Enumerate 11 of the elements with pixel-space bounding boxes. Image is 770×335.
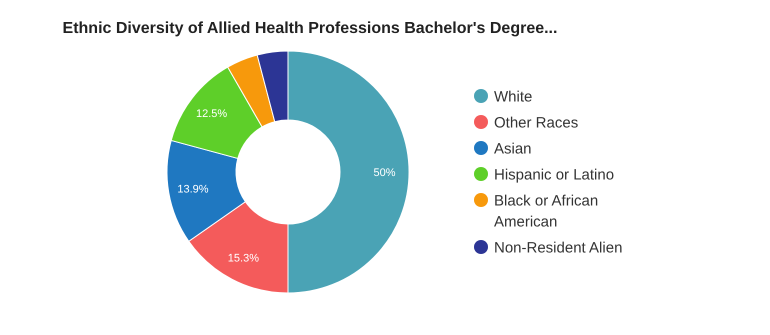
data-label: 13.9%	[177, 183, 209, 196]
legend-label: White	[494, 88, 532, 106]
legend-label: Asian	[494, 140, 532, 158]
data-label: 12.5%	[196, 108, 228, 120]
chart-title: Ethnic Diversity of Allied Health Professions Bachelor's Degree...	[62, 20, 558, 37]
data-label: 50%	[373, 166, 396, 179]
legend-label: Non-Resident Alien	[494, 239, 622, 256]
legend-label: Other Races	[494, 114, 578, 132]
legend-label: Black or African American	[494, 192, 598, 230]
data-label: 15.3%	[228, 252, 260, 264]
legend-label: Hispanic or Latino	[494, 166, 614, 184]
